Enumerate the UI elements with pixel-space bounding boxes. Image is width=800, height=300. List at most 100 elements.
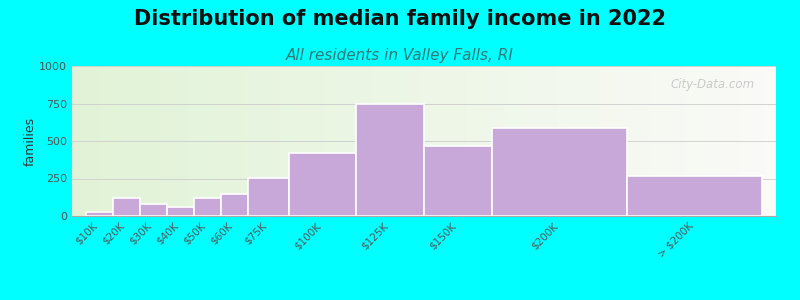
Bar xyxy=(607,66,610,216)
Bar xyxy=(544,66,547,216)
Bar xyxy=(590,66,593,216)
Bar xyxy=(354,66,357,216)
Bar xyxy=(656,66,660,216)
Bar xyxy=(280,66,283,216)
Bar xyxy=(614,66,618,216)
Bar xyxy=(234,66,238,216)
Bar xyxy=(202,66,206,216)
Bar xyxy=(336,66,339,216)
Bar xyxy=(568,66,572,216)
Bar xyxy=(75,66,79,216)
Bar xyxy=(258,66,262,216)
Bar xyxy=(241,66,245,216)
Bar xyxy=(748,66,751,216)
Bar xyxy=(431,66,434,216)
Bar xyxy=(452,66,456,216)
Bar xyxy=(741,66,744,216)
Bar xyxy=(674,66,678,216)
Bar xyxy=(575,66,579,216)
Bar xyxy=(269,66,273,216)
Bar xyxy=(627,176,762,216)
Bar xyxy=(698,66,702,216)
Bar xyxy=(660,66,663,216)
Bar xyxy=(565,66,568,216)
Bar xyxy=(572,66,575,216)
Bar xyxy=(530,66,533,216)
Bar xyxy=(406,66,410,216)
Bar xyxy=(128,66,132,216)
Bar xyxy=(414,66,417,216)
Text: City-Data.com: City-Data.com xyxy=(670,78,755,91)
Bar xyxy=(762,66,766,216)
Bar xyxy=(343,66,346,216)
Bar xyxy=(160,66,163,216)
Bar xyxy=(238,66,241,216)
Bar xyxy=(681,66,685,216)
Bar xyxy=(537,66,540,216)
Bar xyxy=(597,66,600,216)
Bar xyxy=(663,66,667,216)
Bar xyxy=(621,66,625,216)
Bar xyxy=(579,66,582,216)
Bar xyxy=(498,66,502,216)
Bar xyxy=(702,66,706,216)
Bar xyxy=(301,66,304,216)
Bar xyxy=(304,66,308,216)
Bar xyxy=(104,66,107,216)
Bar xyxy=(248,66,251,216)
Bar xyxy=(90,66,93,216)
Bar xyxy=(678,66,681,216)
Bar xyxy=(290,66,294,216)
Bar xyxy=(167,66,170,216)
Bar xyxy=(364,66,368,216)
Bar xyxy=(322,66,326,216)
Bar xyxy=(685,66,688,216)
Bar xyxy=(97,66,100,216)
Bar xyxy=(368,66,371,216)
Bar xyxy=(350,66,354,216)
Bar xyxy=(474,66,477,216)
Bar xyxy=(140,204,166,216)
Bar xyxy=(382,66,386,216)
Bar xyxy=(462,66,466,216)
Bar xyxy=(230,66,234,216)
Bar xyxy=(723,66,726,216)
Bar xyxy=(487,66,491,216)
Bar xyxy=(298,66,301,216)
Bar xyxy=(245,66,248,216)
Bar xyxy=(227,66,230,216)
Bar xyxy=(442,66,445,216)
Bar xyxy=(396,66,399,216)
Bar xyxy=(142,66,146,216)
Bar xyxy=(484,66,487,216)
Bar xyxy=(170,66,174,216)
Bar xyxy=(424,146,492,216)
Bar xyxy=(266,66,269,216)
Bar xyxy=(195,66,198,216)
Bar xyxy=(505,66,509,216)
Bar xyxy=(273,66,276,216)
Bar xyxy=(773,66,776,216)
Bar xyxy=(255,66,258,216)
Bar xyxy=(371,66,374,216)
Bar xyxy=(417,66,421,216)
Bar xyxy=(333,66,336,216)
Bar xyxy=(720,66,723,216)
Bar xyxy=(210,66,213,216)
Bar xyxy=(386,66,389,216)
Bar xyxy=(600,66,603,216)
Bar xyxy=(206,66,210,216)
Bar xyxy=(695,66,698,216)
Text: Distribution of median family income in 2022: Distribution of median family income in … xyxy=(134,9,666,29)
Bar xyxy=(766,66,769,216)
Bar xyxy=(726,66,730,216)
Bar xyxy=(286,66,290,216)
Bar xyxy=(223,66,227,216)
Bar xyxy=(262,66,266,216)
Bar xyxy=(758,66,762,216)
Bar xyxy=(146,66,150,216)
Bar xyxy=(688,66,691,216)
Bar xyxy=(438,66,442,216)
Bar xyxy=(550,66,554,216)
Bar xyxy=(251,66,255,216)
